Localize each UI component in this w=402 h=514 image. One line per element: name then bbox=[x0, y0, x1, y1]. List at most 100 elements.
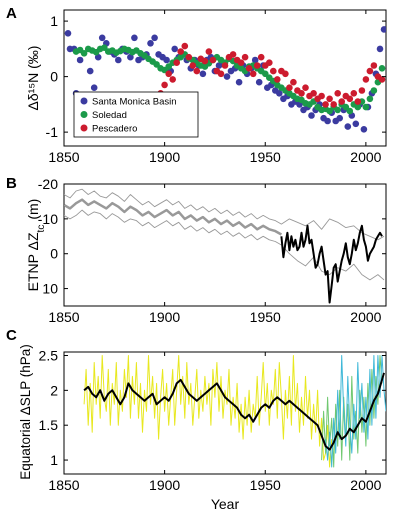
point-santa-monica-basin-80 bbox=[380, 26, 386, 33]
point-pescadero-28 bbox=[266, 59, 273, 66]
point-pescadero-33 bbox=[286, 84, 293, 91]
point-pescadero-46 bbox=[338, 98, 346, 105]
point-pescadero-50 bbox=[354, 98, 362, 105]
x-tick-label: 1850 bbox=[48, 149, 79, 165]
legend-marker-santa-monica bbox=[80, 97, 88, 105]
legend-marker-soledad bbox=[80, 111, 88, 118]
x-tick-label: 1950 bbox=[250, 477, 281, 493]
point-pescadero-4 bbox=[169, 76, 176, 83]
panel-b-series-line-2 bbox=[64, 209, 385, 281]
panel-a-y-axis-label: Δδ¹⁵N (‰) bbox=[25, 46, 41, 111]
point-soledad-73 bbox=[366, 95, 374, 103]
point-pescadero-52 bbox=[362, 76, 370, 83]
point-pescadero-36 bbox=[298, 90, 305, 97]
point-pescadero-22 bbox=[241, 53, 249, 61]
point-pescadero-25 bbox=[253, 62, 261, 69]
point-pescadero-2 bbox=[161, 81, 168, 89]
point-soledad-70 bbox=[354, 103, 362, 111]
point-pescadero-6 bbox=[177, 48, 184, 55]
point-pescadero-26 bbox=[257, 53, 265, 61]
point-pescadero-56 bbox=[378, 76, 386, 83]
y-tick-label: 0 bbox=[50, 69, 58, 85]
point-santa-monica-basin-41 bbox=[223, 73, 231, 80]
point-santa-monica-basin-44 bbox=[235, 78, 243, 86]
point-santa-monica-basin-73 bbox=[352, 120, 360, 128]
panel-b-marks bbox=[64, 188, 385, 304]
x-tick-label: 1950 bbox=[250, 149, 281, 165]
panel-label-a: A bbox=[6, 5, 17, 22]
y-tick-label: 2.5 bbox=[39, 347, 59, 363]
point-santa-monica-basin-10 bbox=[98, 34, 106, 42]
panel-b-plot-frame bbox=[63, 183, 387, 307]
panel-b-y-axis-label: ETNP ΔZtc (m) bbox=[25, 199, 47, 292]
point-santa-monica-basin-35 bbox=[199, 70, 207, 78]
point-pescadero-14 bbox=[209, 56, 217, 64]
point-pescadero-21 bbox=[237, 59, 245, 66]
x-tick-label: 1950 bbox=[250, 309, 281, 325]
point-santa-monica-basin-79 bbox=[376, 45, 384, 53]
y-tick-label: 2 bbox=[50, 382, 58, 398]
point-pescadero-43 bbox=[326, 95, 333, 103]
point-santa-monica-basin-54 bbox=[276, 90, 283, 97]
point-soledad-63 bbox=[326, 107, 333, 115]
point-santa-monica-basin-71 bbox=[344, 123, 352, 130]
point-santa-monica-basin-49 bbox=[255, 78, 263, 86]
point-pescadero-32 bbox=[282, 70, 289, 78]
y-tick-label: 0 bbox=[50, 246, 58, 262]
point-santa-monica-basin-14 bbox=[115, 56, 122, 64]
panel-a-legend: Santa Monica Basin Soledad Pescadero bbox=[73, 91, 199, 138]
panel-c-ticks: 1850 1900 1950 2000 2.5 2 1.5 1 bbox=[39, 347, 386, 493]
point-santa-monica-basin-23 bbox=[151, 34, 158, 42]
point-santa-monica-basin-75 bbox=[360, 126, 368, 133]
point-santa-monica-basin-4 bbox=[76, 56, 84, 64]
point-pescadero-19 bbox=[229, 51, 237, 58]
point-soledad-72 bbox=[362, 103, 370, 111]
point-pescadero-13 bbox=[205, 48, 213, 55]
x-tick-label: 1900 bbox=[149, 477, 180, 493]
point-pescadero-48 bbox=[346, 95, 354, 103]
x-axis-label: Year bbox=[211, 496, 240, 512]
y-tick-label: -1 bbox=[46, 124, 59, 140]
point-santa-monica-basin-18 bbox=[131, 34, 138, 42]
point-pescadero-29 bbox=[270, 67, 277, 75]
y-tick-label: 10 bbox=[42, 281, 58, 297]
point-pescadero-5 bbox=[173, 59, 180, 66]
point-pescadero-9 bbox=[189, 62, 197, 69]
point-pescadero-24 bbox=[249, 70, 257, 78]
panel-b-y-label-unit: (m) bbox=[25, 199, 41, 220]
x-tick-label: 2000 bbox=[350, 477, 381, 493]
y-tick-label: -10 bbox=[38, 211, 58, 227]
point-soledad-2 bbox=[80, 50, 88, 57]
panel-c-series-line-2 bbox=[325, 355, 386, 468]
x-tick-label: 1900 bbox=[149, 309, 180, 325]
legend-label-soledad: Soledad bbox=[92, 110, 127, 121]
x-tick-label: 1900 bbox=[149, 149, 180, 165]
point-pescadero-51 bbox=[358, 87, 366, 94]
panel-b-series-line-3 bbox=[280, 224, 383, 304]
point-pescadero-39 bbox=[310, 90, 317, 97]
point-santa-monica-basin-9 bbox=[94, 53, 102, 61]
panel-b: B ETNP ΔZtc (m) 1850 1900 1950 2000 -20 -10 0 10 bbox=[6, 175, 387, 325]
point-soledad-76 bbox=[378, 65, 386, 72]
panel-a-plot-frame bbox=[63, 9, 387, 147]
point-pescadero-41 bbox=[318, 92, 325, 100]
x-tick-label: 1850 bbox=[48, 309, 79, 325]
panel-a: A Δδ¹⁵N (‰) 1850 1900 1950 2000 1 0 -1 Santa M… bbox=[6, 5, 387, 165]
legend-label-pescadero: Pescadero bbox=[92, 124, 137, 135]
point-santa-monica-basin-69 bbox=[336, 114, 344, 122]
point-pescadero-3 bbox=[165, 70, 172, 78]
point-pescadero-34 bbox=[290, 78, 297, 86]
panel-label-b: B bbox=[6, 175, 17, 192]
legend-box bbox=[73, 91, 199, 138]
point-santa-monica-basin-62 bbox=[308, 112, 315, 119]
panel-b-series-line-1 bbox=[64, 188, 385, 241]
point-santa-monica-basin-7 bbox=[86, 67, 94, 75]
panel-c: C Equatorial ΔSLP (hPa) 1850 1900 1950 2000… bbox=[6, 327, 387, 512]
point-pescadero-23 bbox=[245, 65, 253, 72]
point-pescadero-42 bbox=[322, 101, 329, 108]
point-santa-monica-basin-17 bbox=[127, 53, 134, 61]
point-pescadero-8 bbox=[185, 53, 193, 61]
point-pescadero-45 bbox=[334, 90, 342, 97]
point-santa-monica-basin-28 bbox=[171, 45, 178, 53]
y-tick-label: -20 bbox=[38, 176, 58, 192]
